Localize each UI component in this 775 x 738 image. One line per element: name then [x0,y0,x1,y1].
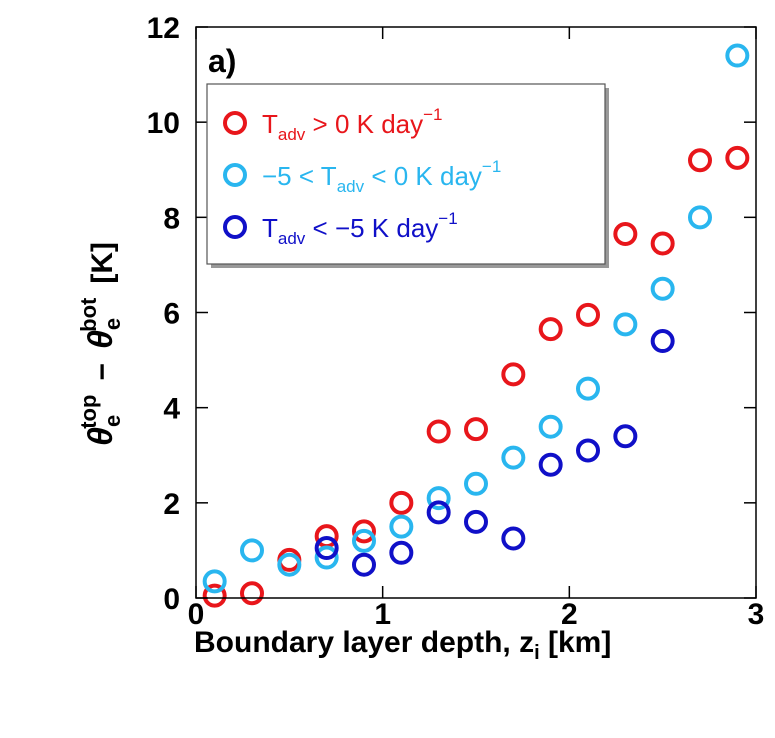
series-2-point-9 [650,329,675,354]
series-0-point-11 [613,221,638,246]
series-0-point-0 [202,583,227,608]
series-1-point-1 [240,538,264,563]
y-tick-label-5: 10 [147,107,180,140]
series-1-point-11 [613,312,638,337]
series-2-point-0 [314,536,339,561]
series-0-point-7 [464,417,488,442]
data-points [202,43,750,608]
x-tick-label-2: 2 [561,598,578,631]
series-1-point-6 [426,486,451,511]
series-1-point-2 [277,552,302,577]
y-tick-label-1: 2 [163,488,180,521]
series-0-point-8 [501,362,526,387]
x-axis-title-main: Boundary layer depth, z [194,626,534,659]
y-axis-title-unit: [K] [86,242,119,284]
series-1-point-5 [389,514,414,539]
series-1-point-0 [202,569,227,594]
series-1-point-4 [352,528,376,553]
x-axis-title-unit: [km] [540,626,612,659]
y-axis-title-sup-bot: bot [76,297,101,332]
series-1-point-12 [650,276,675,301]
y-tick-label-2: 4 [163,393,180,426]
y-tick-label-0: 0 [163,583,180,616]
series-1-point-7 [464,471,488,496]
series-0-point-4 [352,519,376,544]
series-0-point-9 [538,317,563,342]
y-axis-title-sup-top: top [76,395,101,429]
legend-marker-2 [223,215,247,239]
series-2-point-4 [464,509,488,534]
y-tick-label-4: 8 [163,202,180,235]
y-tick-label-3: 6 [163,298,180,331]
series-1-point-14 [725,43,750,68]
series-0-point-5 [389,490,414,515]
series-0-point-6 [426,419,451,444]
legend-marker-0 [223,111,247,135]
series-2-point-3 [426,500,451,525]
legend-box [206,83,606,265]
series-1-point-13 [688,205,712,230]
series-1-point-10 [576,376,600,401]
series-1-point-9 [538,414,563,439]
y-axis-title-sub-e1: e [100,415,125,427]
x-axis-title: Boundary layer depth, zi [km] [194,626,611,664]
series-2-point-7 [576,438,600,463]
x-tick-label-0: 0 [188,598,205,631]
series-1-point-3 [314,545,339,570]
series-0-point-12 [650,231,675,256]
y-tick-label-6: 12 [147,12,180,45]
legend-marker-1 [223,163,247,187]
y-axis-title-minus: − [86,363,119,381]
x-axis-title-sub: i [534,642,540,664]
x-tick-label-1: 1 [374,598,391,631]
legend-label-2: Tadv < −5 K day−1 [262,209,458,248]
y-axis-title: θetop−θebot[K] [76,242,125,446]
y-axis-title-sub-e2: e [100,318,125,330]
series-1-point-8 [501,445,526,470]
series-2-point-2 [389,540,414,565]
series-0-point-10 [576,302,600,327]
legend-label-0: Tadv > 0 K day−1 [262,105,443,144]
series-2-point-6 [538,452,563,477]
series-2-point-1 [352,552,376,577]
series-0-point-13 [688,148,712,173]
legend-label-1: −5 < Tadv < 0 K day−1 [262,157,501,196]
legend: Tadv > 0 K day−1 −5 < Tadv < 0 K day−1 Tad… [206,83,609,268]
series-2-point-8 [613,424,638,449]
y-axis-title-theta: θ [82,427,120,446]
series-2-point-5 [501,526,526,551]
y-axis-title-theta-2: θ [82,330,120,349]
panel-label: a) [208,43,236,79]
series-0-point-1 [240,581,264,606]
x-tick-label-3: 3 [748,598,765,631]
series-0-point-14 [725,145,750,170]
